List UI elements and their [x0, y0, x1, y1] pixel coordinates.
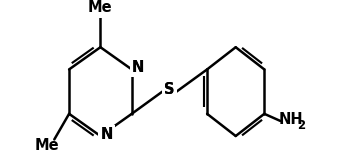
Text: Me: Me — [88, 0, 113, 15]
Text: N: N — [100, 127, 113, 142]
Text: N: N — [100, 127, 113, 142]
Text: N: N — [132, 60, 144, 75]
Text: NH: NH — [279, 112, 303, 127]
Text: 2: 2 — [297, 119, 306, 132]
Text: Me: Me — [35, 138, 60, 153]
Text: S: S — [164, 82, 175, 97]
Text: S: S — [164, 82, 175, 97]
Text: N: N — [132, 60, 144, 75]
